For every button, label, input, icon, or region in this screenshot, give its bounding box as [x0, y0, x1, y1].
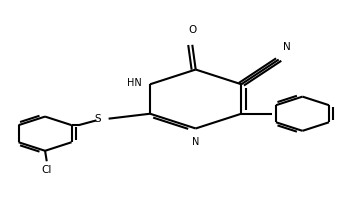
Text: N: N	[192, 137, 199, 147]
Text: HN: HN	[127, 78, 142, 88]
Text: Cl: Cl	[41, 165, 52, 175]
Text: S: S	[94, 114, 101, 124]
Text: O: O	[188, 25, 196, 35]
Text: N: N	[283, 42, 291, 52]
